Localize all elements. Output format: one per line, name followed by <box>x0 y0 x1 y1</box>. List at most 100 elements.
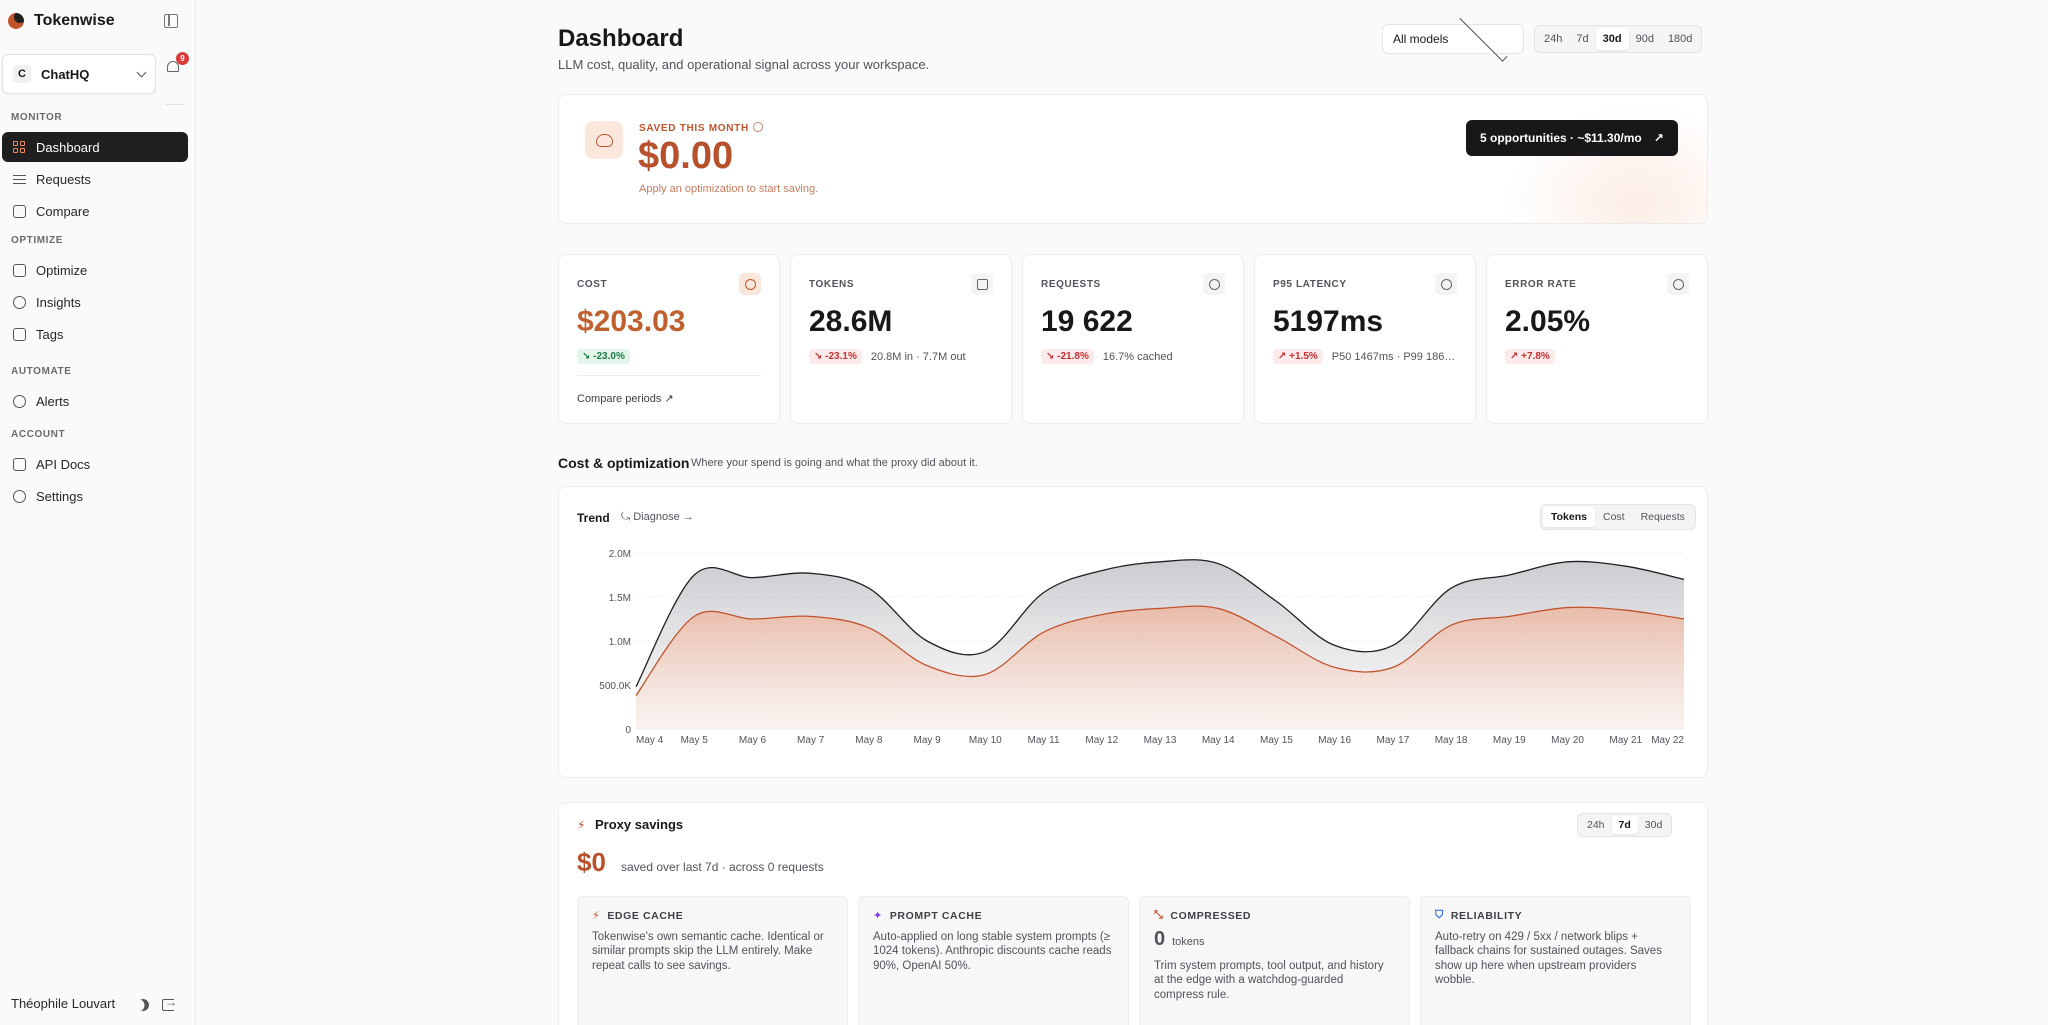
divider <box>166 104 184 105</box>
diagnose-icon: ⤿ <box>621 511 634 523</box>
time-range-selector: 24h 7d 30d 90d 180d <box>1534 25 1703 53</box>
x-tick-label: May 11 <box>1028 735 1060 746</box>
x-tick-label: May 9 <box>913 735 941 746</box>
brand-name: Tokenwise <box>34 12 115 29</box>
api-docs-icon <box>13 457 26 471</box>
kpi-label: ERROR RATE <box>1505 279 1577 290</box>
sidebar-item-optimize[interactable]: Optimize <box>2 255 188 285</box>
dashboard-icon <box>13 140 26 154</box>
range-30d[interactable]: 30d <box>1595 28 1629 50</box>
logout-icon[interactable] <box>162 995 177 1011</box>
tab-requests[interactable]: Requests <box>1640 511 1685 523</box>
compress-icon: ⤡ <box>1154 909 1164 921</box>
brand[interactable]: Tokenwise <box>8 12 115 30</box>
proxy-savings-subtitle: saved over last 7d · across 0 requests <box>621 860 824 874</box>
x-tick-label: May 20 <box>1551 735 1584 746</box>
sidebar-item-requests[interactable]: Requests <box>2 164 188 194</box>
series-1-line[interactable] <box>635 605 1685 696</box>
sidebar-item-dashboard[interactable]: Dashboard <box>2 132 188 162</box>
range-180d[interactable]: 180d <box>1667 33 1693 45</box>
x-tick-label: May 6 <box>739 735 767 746</box>
kpi-delta-badge: ↘ -23.1% <box>809 349 862 364</box>
proxy-range-30d[interactable]: 30d <box>1644 819 1663 831</box>
x-tick-label: May 22 <box>1651 735 1684 746</box>
bell-icon <box>167 61 179 72</box>
x-tick-label: May 21 <box>1609 735 1642 746</box>
range-24h[interactable]: 24h <box>1544 33 1563 45</box>
x-tick-label: May 12 <box>1085 735 1118 746</box>
series-1-area <box>636 606 1684 729</box>
sidebar-item-settings[interactable]: Settings <box>2 481 188 511</box>
tile-compressed: ⤡ COMPRESSED 0 tokens Trim system prompts, t… <box>1139 896 1410 1025</box>
proxy-range-7d[interactable]: 7d <box>1611 816 1638 834</box>
tile-title: PROMPT CACHE <box>889 909 983 922</box>
x-tick-label: May 16 <box>1318 735 1351 746</box>
sidebar-item-label: Settings <box>36 488 83 504</box>
alerts-icon <box>13 394 26 408</box>
series-0-line[interactable] <box>635 559 1685 688</box>
requests-icon <box>13 173 26 186</box>
sidebar-collapse-icon[interactable] <box>164 14 178 28</box>
zap-icon: ⚡ <box>592 910 601 922</box>
model-filter-select[interactable]: All models <box>1382 13 1524 61</box>
tab-cost[interactable]: Cost <box>1602 511 1625 523</box>
range-90d[interactable]: 90d <box>1635 33 1654 45</box>
sidebar-item-label: Requests <box>36 171 91 187</box>
user-name: Théophile Louvart <box>11 996 116 1011</box>
tile-title: EDGE CACHE <box>607 909 684 922</box>
sidebar-item-alerts[interactable]: Alerts <box>2 386 188 416</box>
chevron-down-icon <box>1458 13 1507 61</box>
saved-hint: Apply an optimization to start saving. <box>639 183 819 195</box>
kpi-delta-row: ↗ +7.8% <box>1505 349 1555 364</box>
model-filter-value: All models <box>1393 32 1449 46</box>
kpi-delta-row: ↘ -23.0% <box>577 349 630 364</box>
kpi-label: P95 LATENCY <box>1273 279 1347 290</box>
saved-amount: $0.00 <box>638 135 734 177</box>
kpi-delta-row: ↗ +1.5% P50 1467ms · P99 186… <box>1273 349 1455 364</box>
range-7d[interactable]: 7d <box>1576 33 1589 45</box>
nav-section-account: ACCOUNT <box>11 429 66 440</box>
sidebar-item-api-docs[interactable]: API Docs <box>2 449 188 479</box>
tile-description: Trim system prompts, tool output, and hi… <box>1154 960 1384 1001</box>
sidebar-item-label: Alerts <box>36 393 70 409</box>
tile-reliability: ⛉ RELIABILITY Auto-retry on 429 / 5xx / ne… <box>1420 896 1691 1025</box>
tile-header: ⛉ RELIABILITY <box>1435 909 1676 922</box>
kpi-card-tokens: TOKENS 28.6M ↘ -23.1% 20.8M in · 7.7M out <box>790 254 1012 424</box>
opportunities-button[interactable]: 5 opportunities · ~$11.30/mo ↗ <box>1466 120 1678 156</box>
notifications-button[interactable]: 9 <box>166 52 189 74</box>
x-tick-label: May 7 <box>797 735 825 746</box>
kpi-label: TOKENS <box>809 279 855 290</box>
insights-icon <box>13 295 26 309</box>
theme-toggle-moon-icon[interactable] <box>135 997 151 1013</box>
tokenwise-logo-icon <box>8 13 24 29</box>
settings-icon <box>13 489 26 503</box>
kpi-value: 2.05% <box>1505 305 1591 338</box>
kpi-card-requests: REQUESTS 19 622 ↘ -21.8% 16.7% cached <box>1022 254 1244 424</box>
tile-edge-cache: ⚡ EDGE CACHE Tokenwise's own semantic cach… <box>577 896 848 1025</box>
workspace-switcher[interactable]: C ChatHQ <box>2 54 156 94</box>
kpi-detail: 16.7% cached <box>1102 350 1173 363</box>
sidebar-item-compare[interactable]: Compare <box>2 196 188 226</box>
alert-circle-icon <box>1667 273 1689 295</box>
sidebar-item-tags[interactable]: Tags <box>2 319 188 349</box>
info-icon[interactable] <box>752 122 763 132</box>
tab-tokens[interactable]: Tokens <box>1543 507 1595 527</box>
trend-chart-card: Trend ⤿ Diagnose → Tokens Cost Requests 0 5… <box>558 486 1708 778</box>
tile-description: Tokenwise's own semantic cache. Identica… <box>592 931 824 972</box>
sidebar-item-label: API Docs <box>36 456 91 472</box>
compare-periods-link[interactable]: Compare periods ↗ <box>577 393 674 405</box>
proxy-range-24h[interactable]: 24h <box>1587 819 1605 831</box>
diagnose-link[interactable]: ⤿ Diagnose → <box>621 511 694 523</box>
tile-header: ✦ PROMPT CACHE <box>873 909 1114 923</box>
kpi-card-cost: COST $203.03 ↘ -23.0% Compare periods ↗ <box>558 254 780 424</box>
piggy-bank-icon <box>585 121 623 159</box>
savings-banner: SAVED THIS MONTH $0.00 Apply an optimiza… <box>558 94 1708 224</box>
sidebar-item-label: Tags <box>36 326 64 342</box>
proxy-tiles: ⚡ EDGE CACHE Tokenwise's own semantic cach… <box>577 896 1691 1025</box>
kpi-delta-badge: ↘ -21.8% <box>1041 349 1094 364</box>
x-tick-label: May 18 <box>1435 735 1468 746</box>
sidebar: Tokenwise C ChatHQ 9 MONITOR Dashboard Req… <box>0 0 196 1025</box>
kpi-row: COST $203.03 ↘ -23.0% Compare periods ↗ TOKE… <box>558 254 1708 424</box>
sidebar-item-insights[interactable]: Insights <box>2 287 188 317</box>
x-tick-label: May 4 <box>636 735 664 746</box>
